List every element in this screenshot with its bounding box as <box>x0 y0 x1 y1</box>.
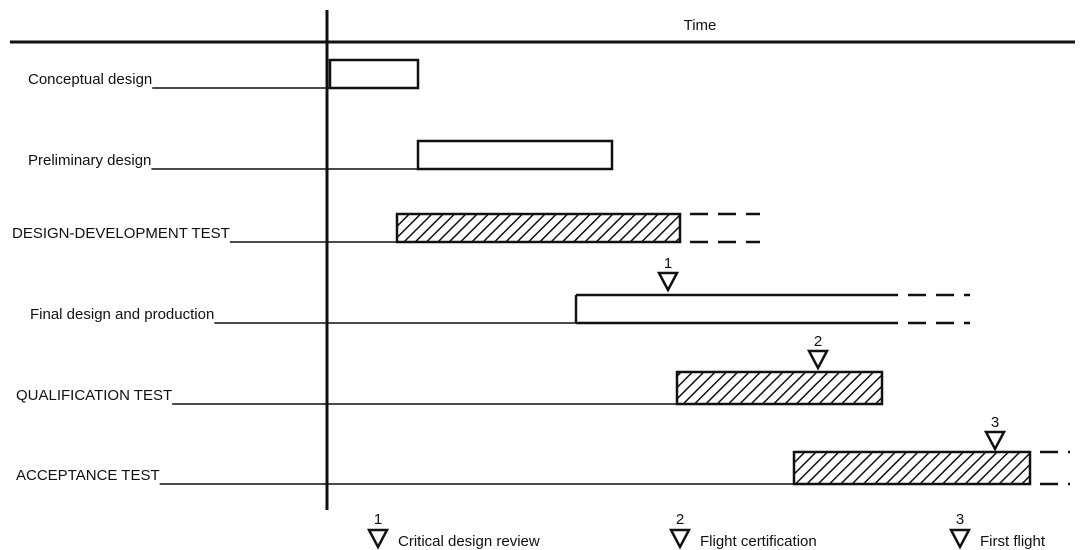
task-label: Preliminary design <box>28 152 151 169</box>
milestone-number: 1 <box>664 255 672 272</box>
legend-number: 1 <box>374 511 382 528</box>
legend-label: Flight certification <box>700 533 817 550</box>
milestone-triangle <box>806 349 830 371</box>
milestone-triangle <box>948 528 972 550</box>
milestone-triangle <box>656 271 680 293</box>
task-label: QUALIFICATION TEST <box>16 387 172 404</box>
time-label: Time <box>684 17 717 34</box>
task-label: ACCEPTANCE TEST <box>16 467 160 484</box>
task-bar <box>792 450 1032 486</box>
task-label: Final design and production <box>30 306 214 323</box>
milestone-triangle <box>366 528 390 550</box>
task-bar <box>416 139 614 171</box>
legend-number: 3 <box>956 511 964 528</box>
task-label: DESIGN-DEVELOPMENT TEST <box>12 225 230 242</box>
task-bar <box>328 58 420 90</box>
milestone-number: 3 <box>991 414 999 431</box>
milestone-number: 2 <box>814 333 822 350</box>
task-bar <box>395 212 682 244</box>
task-bar <box>675 370 884 406</box>
legend-label: First flight <box>980 533 1046 550</box>
task-label: Conceptual design <box>28 71 152 88</box>
milestone-triangle <box>668 528 692 550</box>
legend-number: 2 <box>676 511 684 528</box>
legend-label: Critical design review <box>398 533 540 550</box>
milestone-triangle <box>983 430 1007 452</box>
